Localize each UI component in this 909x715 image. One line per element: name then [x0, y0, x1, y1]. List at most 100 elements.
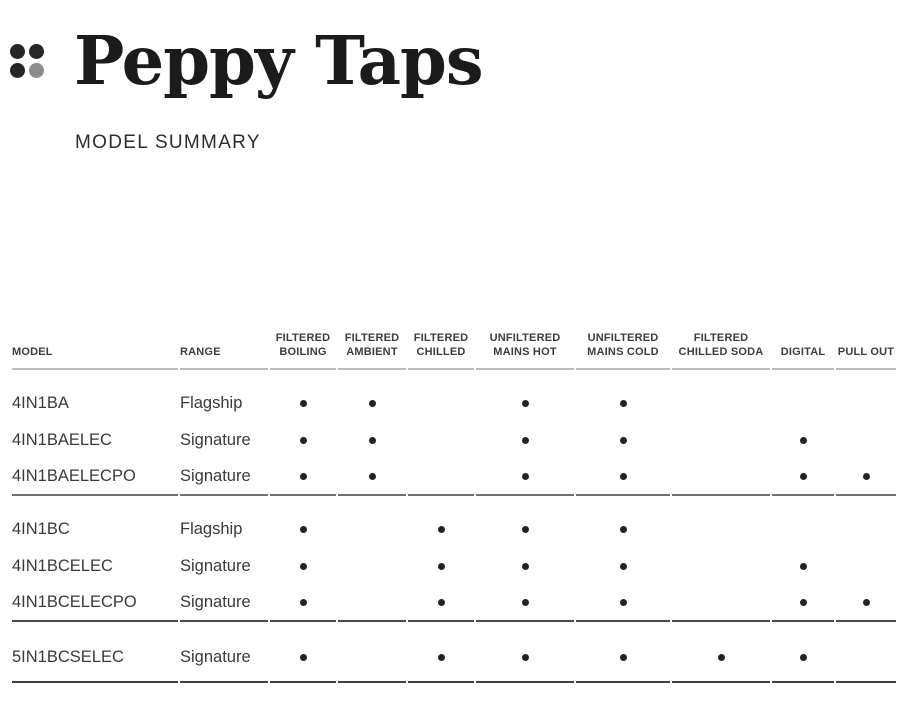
feature-cell-unfiltered_mains_cold [576, 422, 670, 459]
feature-cell-pull_out [836, 370, 896, 422]
feature-cell-filtered_chilled_soda [672, 585, 770, 622]
column-header-range: RANGE [180, 322, 268, 370]
column-header-model: MODEL [12, 322, 178, 370]
feature-dot-icon [619, 653, 627, 661]
feature-cell-filtered_chilled [408, 459, 474, 496]
feature-cell-digital [772, 622, 834, 683]
feature-cell-filtered_chilled [408, 496, 474, 548]
feature-cell-filtered_chilled_soda [672, 548, 770, 585]
feature-dot-icon [437, 599, 445, 607]
page-subtitle: MODEL SUMMARY [75, 132, 261, 153]
table-row-5in1bcselec: 5IN1BCSELEC Signature [12, 622, 896, 683]
feature-dot-icon [799, 563, 807, 571]
model-cell: 4IN1BC [12, 520, 70, 538]
feature-cell-unfiltered_mains_hot [476, 496, 574, 548]
range-cell: Flagship [180, 394, 243, 412]
feature-cell-filtered_boiling [270, 422, 336, 459]
feature-cell-unfiltered_mains_hot [476, 422, 574, 459]
feature-cell-pull_out [836, 459, 896, 496]
range-cell: Flagship [180, 520, 243, 538]
table-header-row: MODEL RANGE FILTERED BOILING FILTERED AMBIENT… [12, 322, 896, 370]
feature-cell-digital [772, 548, 834, 585]
feature-dot-icon [521, 563, 529, 571]
feature-dot-icon [437, 563, 445, 571]
feature-dot-icon [299, 563, 307, 571]
feature-dot-icon [299, 400, 307, 408]
feature-cell-filtered_boiling [270, 622, 336, 683]
feature-cell-filtered_ambient [338, 459, 406, 496]
feature-cell-filtered_boiling [270, 548, 336, 585]
logo-dot-icon [10, 63, 25, 78]
feature-cell-filtered_chilled [408, 622, 474, 683]
feature-cell-digital [772, 370, 834, 422]
feature-dot-icon [521, 400, 529, 408]
feature-cell-filtered_chilled_soda [672, 422, 770, 459]
range-cell: Signature [180, 459, 268, 496]
feature-cell-unfiltered_mains_cold [576, 622, 670, 683]
feature-cell-unfiltered_mains_cold [576, 548, 670, 585]
model-cell: 4IN1BAELEC [12, 431, 112, 449]
feature-cell-filtered_chilled_soda [672, 496, 770, 548]
feature-cell-filtered_ambient [338, 548, 406, 585]
feature-cell-unfiltered_mains_hot [476, 459, 574, 496]
feature-cell-filtered_boiling [270, 585, 336, 622]
feature-cell-filtered_ambient [338, 496, 406, 548]
feature-dot-icon [799, 473, 807, 481]
feature-cell-filtered_chilled_soda [672, 459, 770, 496]
brand-title: Peppy Taps [74, 21, 484, 100]
feature-cell-unfiltered_mains_hot [476, 585, 574, 622]
feature-dot-icon [619, 400, 627, 408]
feature-dot-icon [437, 653, 445, 661]
feature-cell-filtered_boiling [270, 459, 336, 496]
feature-dot-icon [619, 437, 627, 445]
feature-dot-icon [521, 526, 529, 534]
feature-cell-filtered_chilled [408, 422, 474, 459]
feature-cell-filtered_boiling [270, 370, 336, 422]
range-cell: Signature [180, 622, 268, 683]
feature-dot-icon [862, 599, 870, 607]
feature-dot-icon [299, 526, 307, 534]
feature-cell-filtered_chilled_soda [672, 622, 770, 683]
table-row-4in1bc: 4IN1BC Flagship [12, 496, 896, 548]
column-header-filtered_boiling: FILTERED BOILING [270, 322, 336, 370]
feature-dot-icon [619, 473, 627, 481]
feature-dot-icon [521, 599, 529, 607]
column-header-filtered_chilled: FILTERED CHILLED [408, 322, 474, 370]
range-cell: Signature [180, 585, 268, 622]
model-summary-section: MODEL RANGE FILTERED BOILING FILTERED AMBIENT… [10, 322, 898, 683]
feature-cell-pull_out [836, 422, 896, 459]
feature-cell-pull_out [836, 585, 896, 622]
feature-cell-unfiltered_mains_hot [476, 548, 574, 585]
feature-dot-icon [521, 653, 529, 661]
model-cell: 4IN1BAELECPO [12, 459, 178, 496]
column-header-pull_out: PULL OUT [836, 322, 896, 370]
feature-cell-digital [772, 496, 834, 548]
feature-dot-icon [521, 473, 529, 481]
feature-cell-digital [772, 459, 834, 496]
column-header-filtered_ambient: FILTERED AMBIENT [338, 322, 406, 370]
feature-dot-icon [799, 599, 807, 607]
feature-dot-icon [619, 563, 627, 571]
feature-cell-filtered_ambient [338, 585, 406, 622]
column-header-digital: DIGITAL [772, 322, 834, 370]
feature-cell-unfiltered_mains_cold [576, 459, 670, 496]
column-header-unfiltered_mains_cold: UNFILTERED MAINS COLD [576, 322, 670, 370]
model-cell: 4IN1BCELEC [12, 557, 113, 575]
feature-cell-pull_out [836, 548, 896, 585]
feature-dot-icon [299, 653, 307, 661]
model-summary-table: MODEL RANGE FILTERED BOILING FILTERED AMBIENT… [10, 322, 898, 683]
feature-dot-icon [299, 473, 307, 481]
column-header-unfiltered_mains_hot: UNFILTERED MAINS HOT [476, 322, 574, 370]
feature-dot-icon [862, 473, 870, 481]
feature-dot-icon [521, 437, 529, 445]
model-cell: 5IN1BCSELEC [12, 622, 178, 683]
feature-dot-icon [619, 599, 627, 607]
table-row-4in1ba: 4IN1BA Flagship [12, 370, 896, 422]
feature-cell-unfiltered_mains_cold [576, 496, 670, 548]
feature-dot-icon [299, 599, 307, 607]
feature-dot-icon [619, 526, 627, 534]
feature-dot-icon [368, 437, 376, 445]
model-cell: 4IN1BA [12, 394, 69, 412]
feature-cell-digital [772, 422, 834, 459]
logo-dot-icon [29, 44, 44, 59]
